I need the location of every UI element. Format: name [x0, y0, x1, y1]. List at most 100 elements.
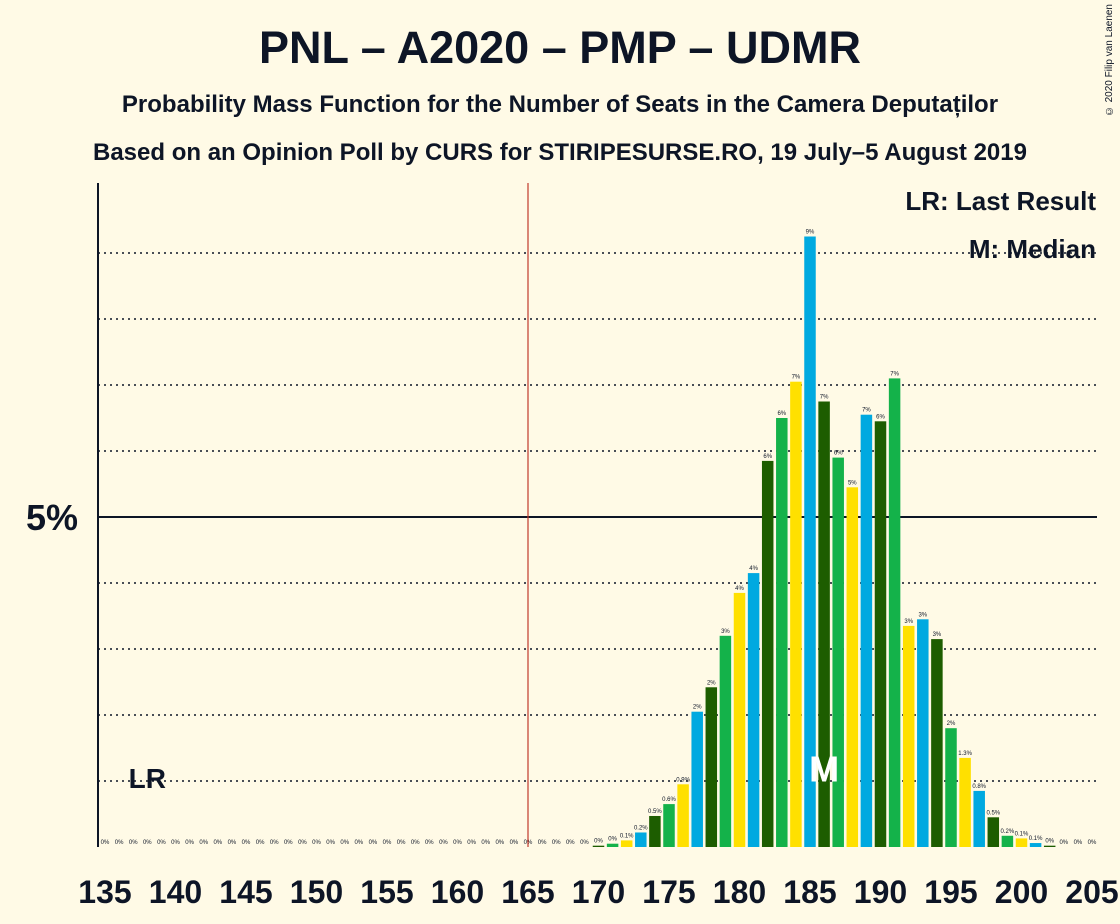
bar: [945, 728, 957, 847]
bar-value-label: 0%: [129, 840, 138, 846]
bar: [959, 757, 971, 847]
bar-value-label: 0.8%: [972, 784, 986, 790]
bar-value-label: 0.1%: [1015, 831, 1029, 837]
median-marker-label: M: [809, 749, 839, 790]
bar-value-label: 0.1%: [1029, 836, 1043, 842]
bar-value-label: 0%: [580, 840, 589, 846]
bar-value-label: 0%: [467, 840, 476, 846]
bar-value-label: 0%: [1059, 840, 1068, 846]
bar-value-label: 1.3%: [958, 751, 972, 757]
bar-value-label: 6%: [876, 414, 885, 420]
chart-title: PNL – A2020 – PMP – UDMR: [259, 22, 861, 73]
axes: [97, 183, 529, 847]
bar-value-labels: 0% 0% 0% 0% 0% 0% 0% 0% 0% 0% 0% 0% 0% 0% 0% 0% 0% 0% 0% 0%…: [101, 230, 1097, 847]
bar-value-label: 7%: [862, 408, 871, 414]
bar: [677, 784, 689, 847]
bar: [846, 487, 859, 847]
bar-value-label: 0%: [369, 840, 378, 846]
bar-value-label: 0%: [242, 840, 251, 846]
bar: [832, 457, 844, 847]
bar: [776, 418, 788, 847]
x-tick-label: 140: [149, 874, 202, 910]
bar: [761, 460, 774, 847]
bar-value-label: 0.5%: [648, 809, 662, 815]
bar: [804, 236, 816, 847]
bar-value-label: 9%: [806, 230, 815, 236]
bar: [663, 804, 675, 847]
bar: [1001, 835, 1014, 847]
bar-value-label: 0.6%: [662, 797, 676, 803]
bar: [691, 711, 703, 847]
bar: [902, 625, 915, 847]
bar: [917, 619, 929, 847]
x-tick-label: 200: [995, 874, 1048, 910]
bar: [733, 592, 746, 847]
bar-value-label: 0%: [228, 840, 237, 846]
y-axis-major-label: 5%: [26, 497, 78, 538]
bar-value-label: 0%: [411, 840, 420, 846]
bar-value-label: 0.1%: [620, 833, 634, 839]
gridlines: [98, 252, 1097, 782]
bar-value-label: 0%: [171, 840, 180, 846]
bar-value-label: 0%: [1088, 840, 1097, 846]
bar: [931, 639, 943, 847]
chart-subtitle: Probability Mass Function for the Number…: [121, 91, 999, 118]
bar-value-label: 2%: [707, 680, 716, 686]
chart-source: Based on an Opinion Poll by CURS for STI…: [93, 139, 1027, 166]
bar-value-label: 0.5%: [986, 810, 1000, 816]
bar-value-label: 0%: [256, 840, 265, 846]
bar: [592, 845, 605, 847]
bar-value-label: 6%: [834, 451, 843, 457]
bar-value-label: 0%: [397, 840, 406, 846]
bar-value-label: 3%: [933, 632, 942, 638]
bar-value-label: 0%: [213, 840, 222, 846]
bar-value-label: 0.2%: [634, 825, 648, 831]
bar-value-label: 0%: [284, 840, 293, 846]
x-tick-labels: 135 140 145 150 155 160 165 170 175 180 185 190 195 2…: [78, 874, 1118, 910]
bar: [874, 421, 887, 847]
bar: [1015, 838, 1028, 847]
bar-value-label: 6%: [763, 454, 772, 460]
bar: [818, 401, 830, 847]
bar-value-label: 0%: [326, 840, 335, 846]
bar-value-label: 0%: [481, 840, 490, 846]
bar: [1029, 843, 1042, 847]
bar-value-label: 5%: [848, 480, 857, 486]
bar-value-label: 0%: [510, 840, 519, 846]
bar-value-label: 0%: [453, 840, 462, 846]
bar-value-label: 0%: [495, 840, 504, 846]
bar-value-label: 0%: [298, 840, 307, 846]
bar-value-label: 0%: [185, 840, 194, 846]
bar-value-label: 7%: [890, 371, 899, 377]
bar: [719, 635, 732, 847]
bar-value-label: 0%: [383, 840, 392, 846]
x-tick-label: 135: [78, 874, 131, 910]
bar-value-label: 0%: [312, 840, 321, 846]
x-tick-label: 165: [501, 874, 554, 910]
bar-value-label: 0%: [115, 840, 124, 846]
bar-value-label: 0%: [157, 840, 166, 846]
bar-value-label: 0%: [552, 840, 561, 846]
bar: [606, 843, 619, 847]
x-tick-label: 150: [290, 874, 343, 910]
bar-value-label: 7%: [820, 395, 829, 401]
bar: [649, 815, 661, 847]
bar-value-label: 6%: [777, 411, 786, 417]
bar: [860, 414, 873, 847]
bar-value-label: 0%: [143, 840, 152, 846]
bar-value-label: 0%: [425, 840, 434, 846]
legend-median: M: Median: [969, 234, 1096, 264]
bar-value-label: 0.9%: [676, 777, 690, 783]
bar: [620, 840, 633, 847]
bar-value-label: 0%: [439, 840, 448, 846]
x-tick-label: 175: [642, 874, 695, 910]
bar-value-label: 3%: [918, 612, 927, 618]
x-tick-label: 160: [431, 874, 484, 910]
bars: [592, 236, 1056, 847]
bar-value-label: 0%: [608, 837, 617, 843]
x-tick-label: 195: [924, 874, 977, 910]
x-tick-label: 170: [572, 874, 625, 910]
bar-value-label: 4%: [749, 566, 758, 572]
bar-value-label: 0%: [354, 840, 363, 846]
